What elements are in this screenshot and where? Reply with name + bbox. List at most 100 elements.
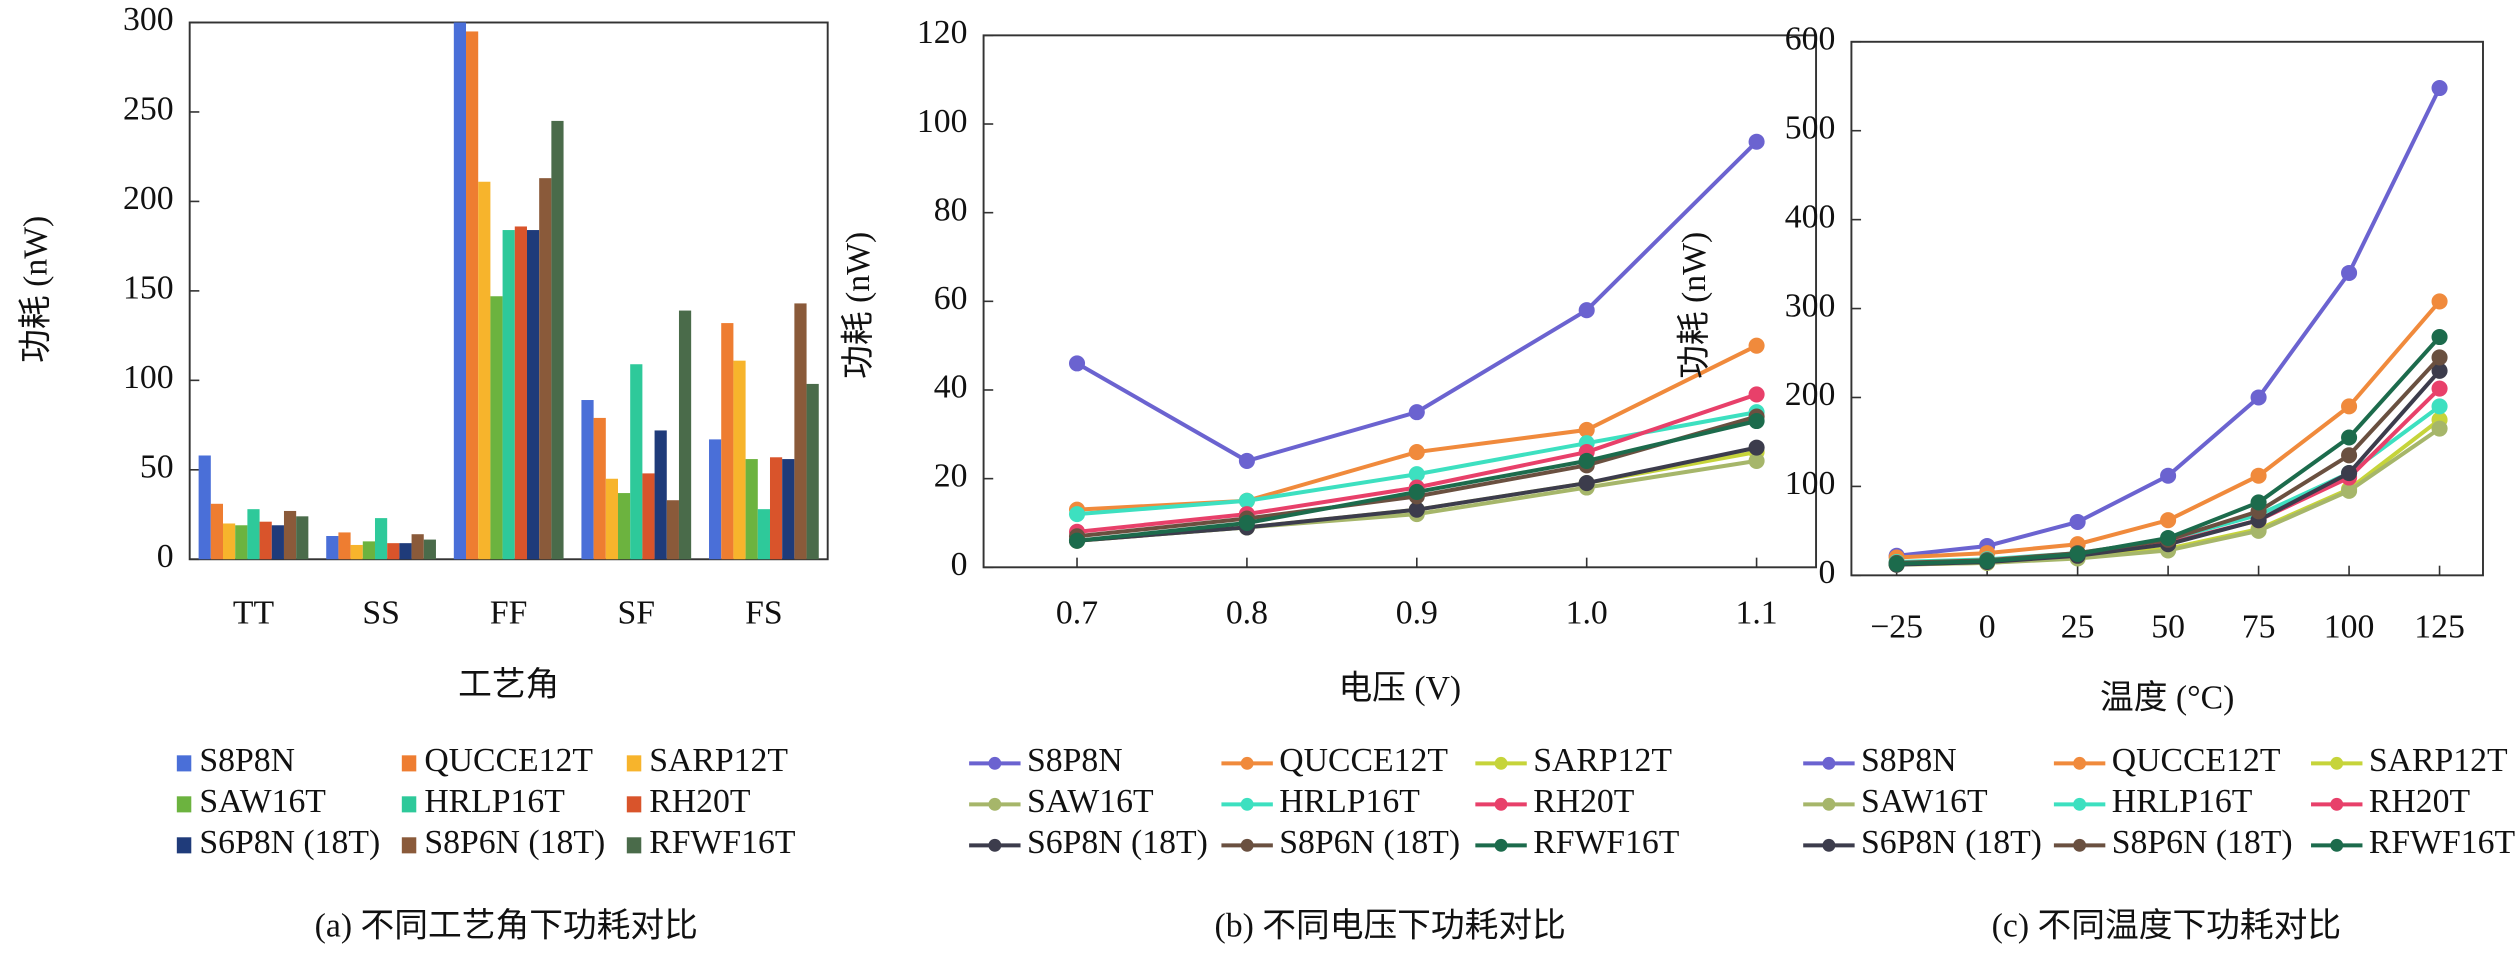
caption: (a) 不同工艺角下功耗对比 <box>315 907 698 945</box>
legend-label: HRLP16T <box>424 783 565 820</box>
bar <box>539 178 552 560</box>
legend-marker <box>2330 756 2344 770</box>
bar <box>466 31 479 560</box>
y-tick-label: 50 <box>140 449 174 486</box>
legend-label: RH20T <box>1533 783 1635 820</box>
legend-label: S6P8N (18T) <box>1027 824 1208 861</box>
data-point <box>1238 452 1255 469</box>
legend-marker <box>2073 797 2087 811</box>
legend-label: S8P8N <box>1027 742 1123 779</box>
bar <box>350 544 363 560</box>
legend-marker <box>1494 797 1508 811</box>
data-point <box>1408 483 1425 500</box>
legend-label: RFWF16T <box>1533 824 1680 861</box>
data-point <box>1238 492 1255 509</box>
bar <box>721 323 734 560</box>
x-tick-label: 1.0 <box>1566 594 1608 631</box>
y-tick-label: 500 <box>1785 109 1836 146</box>
data-point <box>1068 355 1086 372</box>
bar <box>757 509 770 560</box>
data-point <box>1238 514 1255 532</box>
x-tick-label: 0.7 <box>1056 594 1098 631</box>
bar <box>642 473 655 560</box>
bar <box>283 510 297 560</box>
y-tick-label: 0 <box>157 538 174 575</box>
bar <box>794 303 807 560</box>
legend-label: SARP12T <box>2369 742 2508 779</box>
legend-swatch <box>626 755 642 772</box>
bar <box>733 360 746 560</box>
y-tick-label: 80 <box>934 191 968 228</box>
bar <box>411 534 424 560</box>
y-tick-label: 0 <box>951 546 968 583</box>
data-point <box>2341 447 2358 464</box>
data-point <box>2431 349 2448 366</box>
data-point <box>1068 532 1086 549</box>
legend-label: S8P8N <box>199 742 295 779</box>
caption: (b) 不同电压下功耗对比 <box>1214 907 1565 945</box>
legend-swatch <box>176 837 192 854</box>
bar <box>551 120 564 560</box>
data-point <box>1408 404 1425 421</box>
legend-swatch <box>401 796 417 813</box>
legend-marker <box>2330 838 2344 852</box>
legend-marker <box>988 756 1002 770</box>
bar <box>618 493 631 560</box>
legend-label: QUCCE12T <box>1279 742 1448 779</box>
x-tick-label: 50 <box>2151 609 2185 646</box>
x-tick-label: SS <box>362 594 400 631</box>
legend-label: RH20T <box>2369 783 2471 820</box>
data-point <box>2431 420 2448 437</box>
y-tick-label: 0 <box>1818 554 1835 591</box>
legend-marker <box>1240 756 1254 770</box>
x-tick-label: −25 <box>1870 609 1923 646</box>
data-point <box>1748 452 1765 469</box>
legend-marker <box>1494 838 1508 852</box>
x-tick-label: 0.9 <box>1396 594 1438 631</box>
data-point <box>2431 293 2448 310</box>
bar <box>338 532 351 560</box>
y-tick-label: 400 <box>1785 198 1836 235</box>
legend-marker <box>1822 797 1836 811</box>
legend-label: SARP12T <box>1533 742 1672 779</box>
legend-marker <box>2073 756 2087 770</box>
data-point <box>2250 389 2267 406</box>
legend-marker <box>1240 797 1254 811</box>
bar <box>666 500 679 560</box>
y-tick-label: 60 <box>934 280 968 317</box>
data-point <box>1748 439 1765 456</box>
data-point <box>1578 302 1595 319</box>
bar <box>806 383 819 560</box>
data-point <box>1068 506 1086 523</box>
data-point <box>2069 513 2086 531</box>
bar <box>271 525 284 560</box>
bar <box>198 455 211 560</box>
legend-label: QUCCE12T <box>2112 742 2281 779</box>
data-point <box>1408 466 1425 483</box>
legend-label: RFWF16T <box>649 824 796 861</box>
x-tick-label: 0 <box>1979 609 1996 646</box>
y-tick-label: 100 <box>917 103 968 140</box>
bar <box>745 459 758 560</box>
legend-label: S8P6N (18T) <box>1279 824 1460 861</box>
data-point <box>2431 398 2448 415</box>
data-point <box>2341 398 2358 415</box>
legend-marker <box>2073 838 2087 852</box>
legend-label: SAW16T <box>1027 783 1154 820</box>
bar <box>453 22 467 560</box>
legend-label: SARP12T <box>649 742 788 779</box>
data-point <box>2341 465 2358 482</box>
x-tick-label: 0.8 <box>1226 594 1268 631</box>
data-point <box>1748 337 1765 354</box>
data-point <box>2250 494 2267 511</box>
x-tick-label: 100 <box>2324 609 2375 646</box>
series-line <box>1896 335 2442 566</box>
legend-label: HRLP16T <box>1279 783 1420 820</box>
bar <box>235 525 248 560</box>
legend-marker <box>988 797 1002 811</box>
bar <box>362 541 375 560</box>
legend-label: S6P8N (18T) <box>199 824 380 861</box>
legend-label: SAW16T <box>199 783 326 820</box>
data-point <box>2431 79 2448 97</box>
